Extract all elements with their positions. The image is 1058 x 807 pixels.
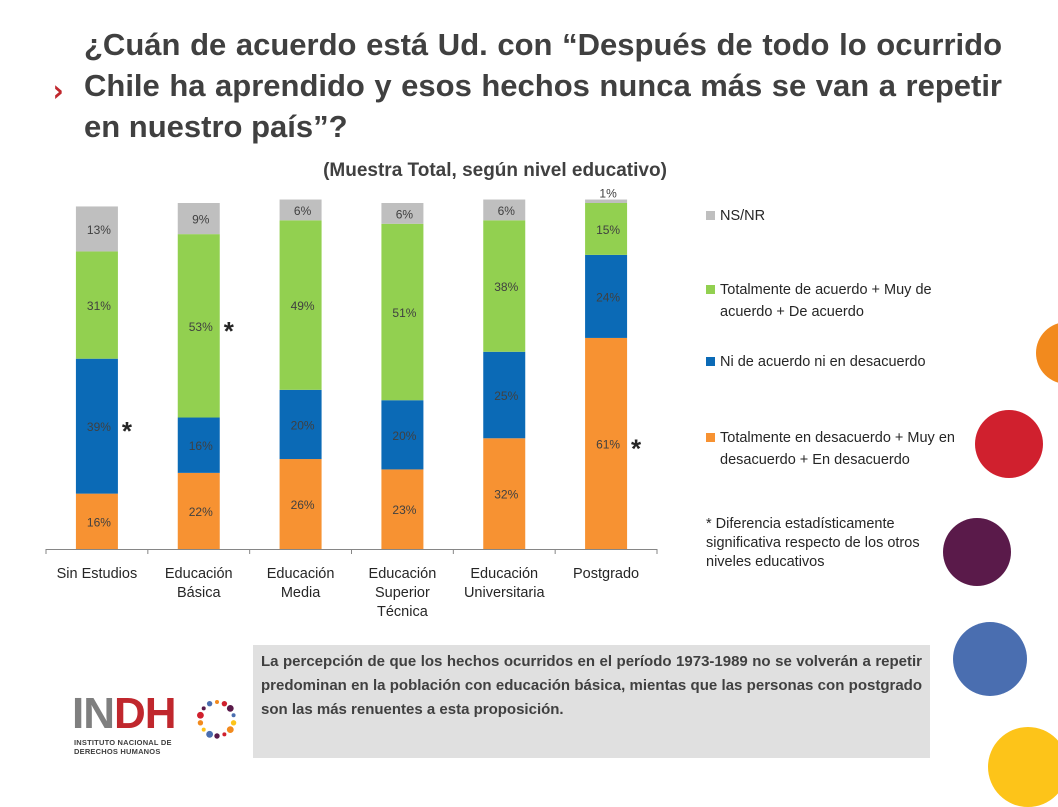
logo-dot [231,713,236,718]
data-label: 39% [87,420,111,434]
bar-segment [75,206,118,252]
bar-segment [483,220,526,352]
logo-subtitle: INSTITUTO NACIONAL DE DERECHOS HUMANOS [74,738,172,756]
data-label: 32% [494,488,518,502]
data-label: 6% [498,204,516,218]
logo-dot [197,720,204,726]
bar-segment [381,469,424,549]
legend-swatch [706,357,715,366]
significance-note: * Diferencia estadísticamente significat… [706,516,920,570]
logo-dots-icon [197,700,237,739]
logo-dot [222,732,227,737]
data-label: 1% [599,187,617,201]
indh-logo: INDH INSTITUTO NACIONAL DE DERECHOS HUMA… [72,690,242,760]
data-label: 51% [392,306,416,320]
bar-segment [381,223,424,401]
decor-circle-yellow [988,727,1058,807]
logo-dot [197,711,204,719]
data-label: 49% [291,299,315,313]
legend-swatch [706,285,715,294]
data-label: 61% [596,437,620,451]
decor-circle-red [975,410,1043,478]
bar-segment [585,254,628,338]
data-label: 31% [87,299,111,313]
bar-segment [177,417,220,473]
significance-asterisk: * [224,316,235,346]
data-label: 23% [392,503,416,517]
slide-title: ¿Cuán de acuerdo está Ud. con “Después d… [84,27,1002,144]
data-label: 38% [494,280,518,294]
data-label: 53% [189,320,213,334]
x-tick-label: Postgrado [573,566,639,582]
logo-dot [201,706,206,711]
bar-segment [381,400,424,470]
logo-dot [230,720,237,726]
data-label: 9% [192,213,210,227]
bar-segment [585,203,628,255]
bar-segment [279,199,322,221]
bar-segment [75,358,118,494]
legend-label: Totalmente de acuerdo + Muy de acuerdo +… [720,282,932,320]
legend-label: Totalmente en desacuerdo + Muy en desacu… [720,430,955,468]
logo-dot [221,700,228,707]
data-label: 22% [189,505,213,519]
logo-wordmark: INDH [72,689,177,738]
data-label: 13% [87,223,111,237]
chart-subtitle: (Muestra Total, según nivel educativo) [323,160,667,181]
data-label: 24% [596,290,620,304]
bar-segment [177,472,220,549]
commentary-box: La percepción de que los hechos ocurrido… [253,645,930,758]
bar-segment [75,493,118,549]
data-label: 20% [392,429,416,443]
data-label: 25% [494,389,518,403]
logo-dot [214,733,220,739]
x-tick-label: Educación Media [267,566,335,601]
bar-segment [381,203,424,224]
decor-circle-blue [953,622,1027,696]
x-tick-label: Educación Básica [165,566,233,601]
logo-dot [226,705,234,712]
legend-label: NS/NR [720,208,766,224]
data-label: 15% [596,223,620,237]
decor-circle-orange [1036,322,1058,384]
x-tick-label: Educación Universitaria [464,566,546,601]
bar-segment [177,234,220,418]
logo-dot [206,700,213,707]
x-tick-label: Educación Superior Técnica [369,566,437,620]
bar-segment [483,199,526,221]
data-label: 16% [189,439,213,453]
title-bullet-icon: › [52,74,64,109]
data-label: 6% [294,204,312,218]
logo-dot [201,727,206,732]
logo-dot [215,700,219,704]
bar-segment [177,203,220,235]
decor-circle-purple [943,518,1011,586]
legend-label: Ni de acuerdo ni en desacuerdo [720,354,926,370]
data-label: 26% [291,498,315,512]
logo-dot [206,730,214,738]
legend-swatch [706,433,715,442]
bar-segment [75,251,118,359]
legend-swatch [706,211,715,220]
bar-segment [483,351,526,439]
data-label: 20% [291,418,315,432]
commentary-text: La percepción de que los hechos ocurrido… [261,653,922,718]
bar-segment [483,438,526,549]
x-tick-label: Sin Estudios [57,566,138,582]
logo-dot [226,726,234,733]
bar-segment [585,337,628,549]
significance-asterisk: * [122,416,133,446]
bar-segment [279,220,322,390]
bar-segment [279,459,322,549]
significance-asterisk: * [631,433,642,463]
data-label: 16% [87,515,111,529]
data-label: 6% [396,207,414,221]
bar-segment [279,389,322,460]
bar-segment [585,199,628,203]
